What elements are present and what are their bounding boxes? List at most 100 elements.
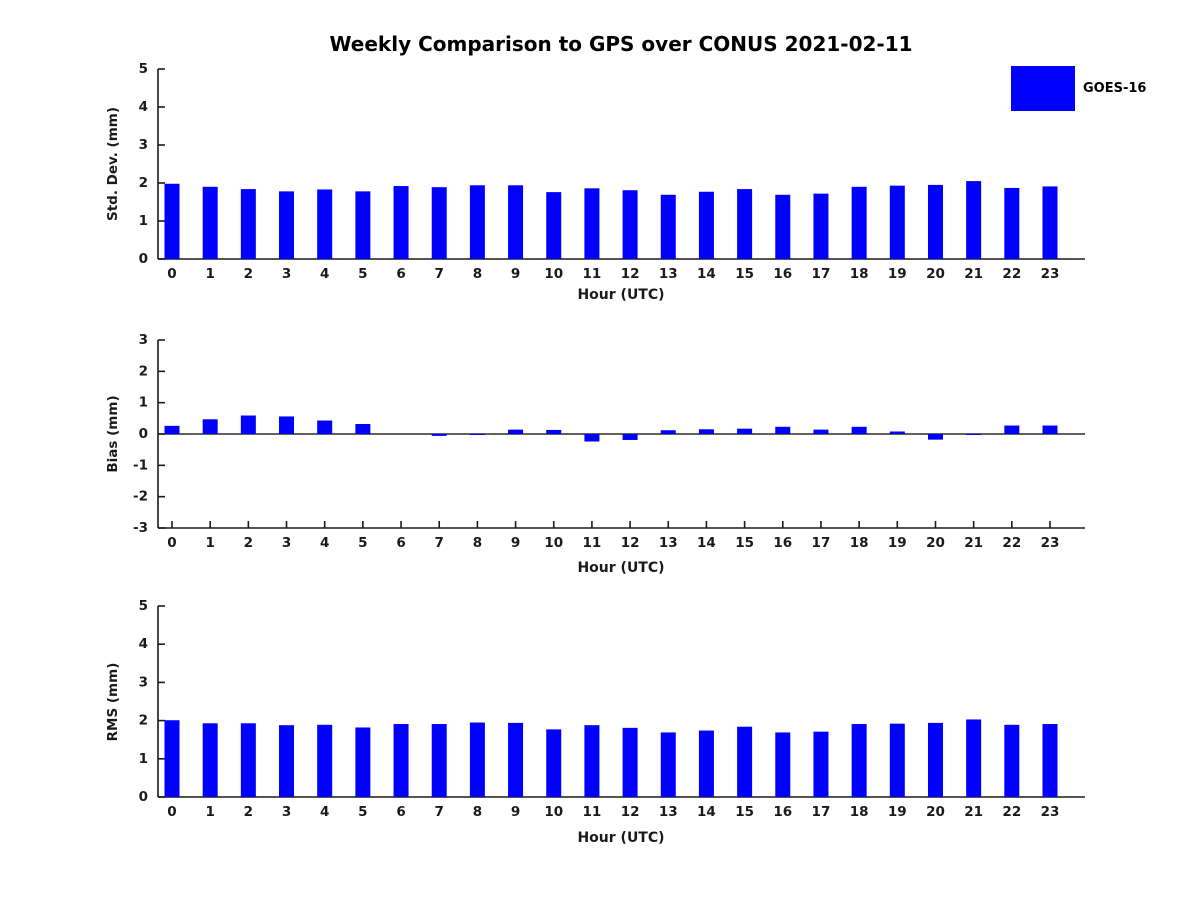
bar-bias-hour-0 (164, 425, 180, 434)
x-tick-label: 20 (926, 535, 945, 551)
bar-rms-hour-5 (355, 727, 371, 797)
y-tick-label: -2 (133, 489, 148, 505)
x-tick-label: 18 (850, 535, 869, 551)
y-tick-label: 2 (139, 175, 148, 191)
x-tick-label: 13 (659, 535, 678, 551)
bar-rms-hour-0 (164, 720, 180, 797)
bar-bias-hour-22 (1004, 425, 1020, 434)
bar-std_dev-hour-9 (508, 185, 524, 259)
bar-std_dev-hour-23 (1042, 186, 1058, 259)
bar-std_dev-hour-5 (355, 191, 371, 259)
y-tick-label: -1 (133, 457, 148, 473)
x-tick-label: 21 (964, 535, 983, 551)
x-tick-label: 21 (964, 804, 983, 820)
y-axis-label-std-dev: Std. Dev. (mm) (105, 106, 121, 222)
bar-rms-hour-9 (508, 722, 524, 797)
bar-rms-hour-15 (737, 726, 753, 797)
x-tick-label: 22 (1002, 804, 1021, 820)
x-tick-label: 8 (473, 535, 482, 551)
x-tick-label: 23 (1041, 804, 1060, 820)
y-axis-label-bias: Bias (mm) (105, 395, 121, 473)
bar-bias-hour-20 (927, 434, 943, 440)
x-tick-label: 15 (735, 266, 754, 282)
y-tick-label: 3 (139, 332, 148, 348)
chart-title: Weekly Comparison to GPS over CONUS 2021… (329, 32, 913, 56)
bar-rms-hour-10 (546, 729, 562, 797)
y-tick-label: 4 (139, 636, 148, 652)
bar-bias-hour-10 (546, 429, 562, 434)
bar-rms-hour-6 (393, 724, 409, 797)
y-tick-label: 3 (139, 674, 148, 690)
y-tick-label: 1 (139, 213, 148, 229)
y-tick-label: 1 (139, 751, 148, 767)
bar-bias-hour-5 (355, 423, 371, 434)
x-tick-label: 2 (244, 535, 253, 551)
bar-rms-hour-4 (317, 724, 333, 797)
bar-std_dev-hour-13 (660, 194, 676, 259)
x-tick-label: 11 (583, 535, 602, 551)
bar-bias-hour-8 (469, 434, 485, 435)
x-tick-label: 10 (544, 804, 563, 820)
bar-rms-hour-13 (660, 732, 676, 797)
x-tick-label: 17 (812, 535, 831, 551)
x-tick-label: 20 (926, 804, 945, 820)
x-axis-label-hour-utc-3: Hour (UTC) (577, 830, 665, 846)
x-tick-label: 19 (888, 266, 907, 282)
x-tick-label: 16 (773, 804, 792, 820)
bar-rms-hour-17 (813, 731, 829, 797)
x-tick-label: 9 (511, 266, 520, 282)
x-tick-label: 9 (511, 535, 520, 551)
bar-std_dev-hour-0 (164, 183, 180, 259)
bar-rms-hour-8 (469, 722, 485, 797)
bar-bias-hour-17 (813, 429, 829, 434)
x-tick-label: 0 (167, 266, 176, 282)
x-tick-label: 2 (244, 804, 253, 820)
x-tick-label: 6 (396, 535, 405, 551)
x-tick-label: 4 (320, 535, 329, 551)
bar-bias-hour-9 (508, 429, 524, 434)
bar-rms-hour-23 (1042, 724, 1058, 797)
y-tick-label: 1 (139, 395, 148, 411)
bar-std_dev-hour-6 (393, 186, 409, 259)
legend: GOES-16 (1011, 66, 1146, 111)
bar-std_dev-hour-20 (927, 184, 943, 259)
bar-std_dev-hour-21 (966, 181, 982, 259)
x-tick-label: 4 (320, 804, 329, 820)
x-tick-label: 12 (621, 266, 640, 282)
bar-std_dev-hour-10 (546, 192, 562, 259)
bar-std_dev-hour-4 (317, 189, 333, 259)
bar-std_dev-hour-17 (813, 193, 829, 259)
bar-bias-hour-19 (889, 431, 905, 434)
x-tick-label: 22 (1002, 535, 1021, 551)
x-tick-label: 14 (697, 804, 716, 820)
x-axis-label-hour-utc-1: Hour (UTC) (577, 287, 665, 303)
x-tick-label: 3 (282, 266, 291, 282)
bar-std_dev-hour-11 (584, 188, 600, 259)
x-tick-label: 1 (205, 535, 214, 551)
x-tick-label: 5 (358, 535, 367, 551)
bar-rms-hour-12 (622, 727, 638, 797)
x-tick-label: 7 (435, 804, 444, 820)
x-tick-label: 19 (888, 535, 907, 551)
x-tick-label: 4 (320, 266, 329, 282)
x-tick-label: 18 (850, 804, 869, 820)
x-tick-label: 6 (396, 804, 405, 820)
x-tick-label: 5 (358, 266, 367, 282)
bar-bias-hour-23 (1042, 425, 1058, 434)
y-axis-label-rms: RMS (mm) (105, 662, 121, 742)
x-tick-label: 14 (697, 535, 716, 551)
bar-rms-hour-20 (927, 722, 943, 797)
x-tick-label: 17 (812, 804, 831, 820)
x-tick-label: 20 (926, 266, 945, 282)
x-tick-label: 7 (435, 535, 444, 551)
x-tick-label: 5 (358, 804, 367, 820)
x-tick-label: 2 (244, 266, 253, 282)
bar-std_dev-hour-19 (889, 185, 905, 259)
bar-std_dev-hour-2 (240, 189, 256, 259)
y-tick-label: 5 (139, 61, 148, 77)
x-tick-label: 16 (773, 535, 792, 551)
bar-rms-hour-1 (202, 723, 218, 797)
x-tick-label: 0 (167, 804, 176, 820)
